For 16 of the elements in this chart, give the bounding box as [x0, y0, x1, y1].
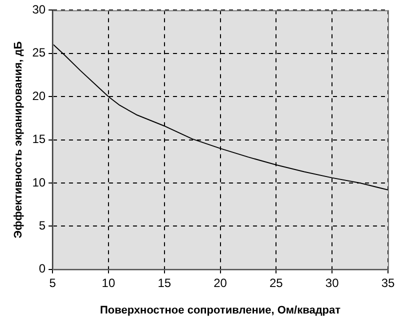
x-tick-label: 15	[158, 276, 172, 290]
y-tick-label: 15	[32, 132, 46, 146]
y-tick-label: 30	[32, 2, 46, 17]
y-tick-label: 20	[32, 88, 46, 103]
y-axis-title: Эффективность экранирования, дБ	[12, 41, 25, 238]
y-tick-label: 25	[32, 46, 46, 60]
x-tick-label: 25	[270, 276, 284, 290]
y-tick-label: 5	[38, 218, 46, 233]
x-tick-label: 5	[49, 276, 56, 290]
x-tick-label: 10	[102, 276, 116, 290]
x-tick-label: 35	[381, 276, 395, 290]
x-tick-label: 20	[214, 276, 228, 290]
x-tick-label: 30	[325, 276, 340, 290]
y-tick-label: 10	[32, 175, 46, 190]
y-tick-label: 0	[38, 262, 46, 276]
x-axis-title: Поверхностное сопротивление, Ом/квадрат	[100, 304, 342, 316]
